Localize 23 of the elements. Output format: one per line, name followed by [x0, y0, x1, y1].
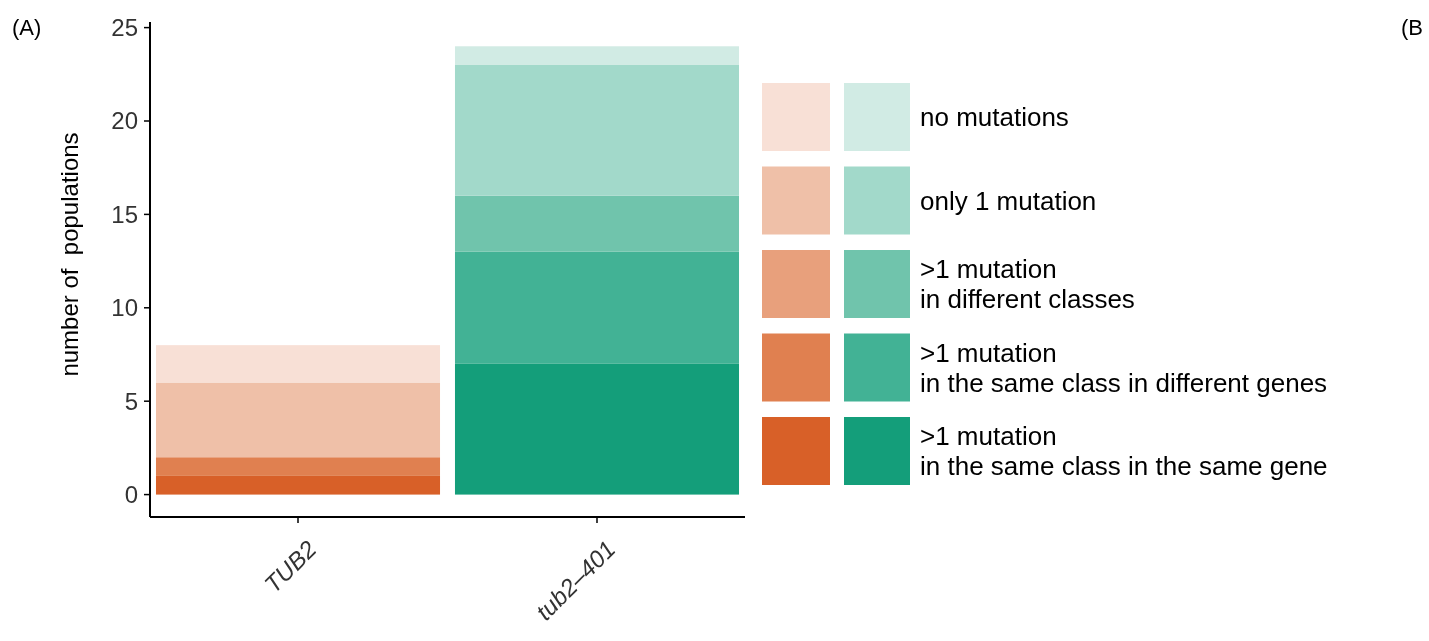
y-tick-label: 15 — [111, 200, 138, 228]
y-tick-label: 20 — [111, 107, 138, 135]
bar — [155, 457, 441, 476]
bar — [454, 363, 740, 495]
bar — [454, 195, 740, 252]
bar — [155, 382, 441, 458]
text: (B — [1401, 15, 1423, 40]
text: only 1 mutation — [920, 185, 1097, 216]
text: no mutations — [920, 102, 1069, 133]
bar — [155, 345, 441, 383]
bar — [454, 46, 740, 65]
text: >1 mutation in different classes — [920, 254, 1135, 315]
y-tick-label: 5 — [124, 387, 138, 415]
bar — [155, 475, 441, 495]
y-tick-label: 25 — [111, 14, 138, 41]
y-axis-title: number of populations — [56, 132, 83, 377]
y-tick-label: 0 — [124, 480, 138, 508]
text: (A) — [12, 15, 42, 40]
bar — [454, 64, 740, 196]
text: >1 mutation in the same class in the same gene — [920, 421, 1328, 482]
y-tick-label: 10 — [111, 294, 138, 322]
bar — [454, 251, 740, 364]
text: >1 mutation in the same class in different genes — [920, 337, 1328, 398]
